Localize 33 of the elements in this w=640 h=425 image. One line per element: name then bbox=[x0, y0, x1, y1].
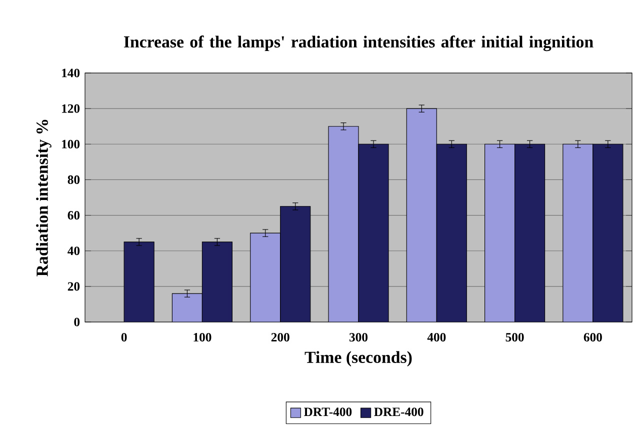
x-tick-label: 600 bbox=[584, 332, 602, 342]
bar bbox=[280, 206, 310, 322]
x-tick-label: 200 bbox=[271, 332, 290, 342]
y-tick-label: 100 bbox=[62, 140, 80, 148]
x-tick-label: 0 bbox=[121, 332, 127, 342]
x-tick-label: 400 bbox=[427, 332, 446, 342]
y-tick-label: 120 bbox=[62, 104, 80, 113]
bar bbox=[202, 242, 232, 322]
bar bbox=[592, 144, 624, 322]
x-tick-label: 300 bbox=[349, 332, 368, 342]
x-tick-label: 500 bbox=[506, 332, 524, 342]
y-tick-label: 20 bbox=[68, 282, 80, 291]
legend-label: DRT-400 bbox=[304, 408, 352, 416]
y-tick-label: 0 bbox=[74, 318, 80, 326]
y-tick-label: 80 bbox=[68, 175, 80, 184]
bar bbox=[328, 126, 358, 322]
y-axis-title: Radiation intensity % bbox=[36, 120, 52, 276]
bar bbox=[436, 144, 467, 322]
chart-title: Increase of the lamps' radiation intensities after initial ingnition bbox=[124, 36, 594, 52]
bar bbox=[250, 233, 280, 322]
y-tick-label: 60 bbox=[68, 211, 80, 220]
x-axis-title: Time (seconds) bbox=[304, 351, 412, 366]
bar bbox=[514, 144, 545, 322]
bar bbox=[406, 108, 437, 322]
bar bbox=[124, 242, 154, 322]
x-tick-label: 100 bbox=[194, 332, 212, 342]
y-tick-label: 40 bbox=[68, 246, 80, 256]
legend-label: DRE-400 bbox=[374, 408, 424, 416]
bar bbox=[172, 294, 202, 322]
bar bbox=[358, 144, 388, 322]
bar bbox=[484, 144, 515, 322]
bar bbox=[562, 144, 594, 322]
y-tick-label: 140 bbox=[62, 68, 80, 78]
